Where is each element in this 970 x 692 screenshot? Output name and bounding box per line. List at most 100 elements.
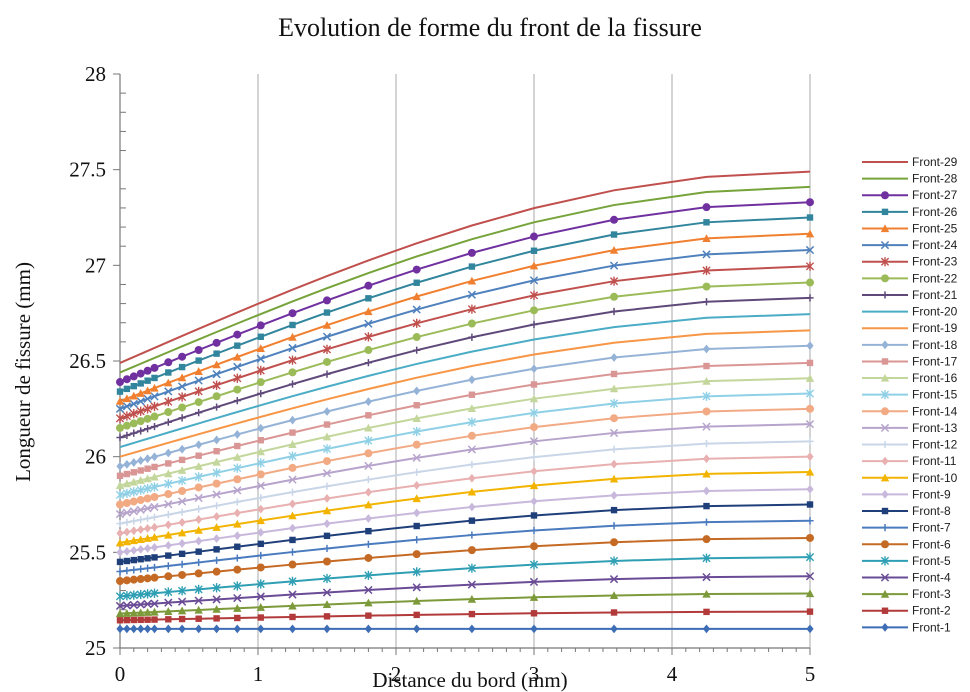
data-point	[116, 558, 124, 566]
data-point	[195, 558, 203, 567]
data-point	[150, 513, 159, 521]
data-point	[164, 572, 173, 581]
data-point	[122, 411, 131, 421]
data-point	[233, 593, 242, 603]
data-point	[144, 564, 152, 572]
data-point	[123, 470, 131, 478]
legend-marker	[880, 423, 890, 433]
series-front-24	[115, 245, 815, 413]
data-point	[194, 605, 203, 614]
data-point	[323, 494, 331, 503]
data-point	[288, 415, 297, 425]
data-point	[530, 247, 538, 254]
data-point	[529, 290, 539, 300]
data-point	[115, 509, 125, 519]
data-point	[468, 333, 476, 341]
data-point	[467, 248, 476, 257]
series-front-21	[116, 294, 814, 442]
data-point	[143, 608, 152, 616]
data-point	[364, 570, 373, 580]
data-point	[805, 261, 815, 271]
data-point	[233, 373, 242, 383]
data-point	[165, 460, 172, 467]
data-point	[178, 487, 187, 496]
data-point	[288, 624, 297, 634]
data-point	[702, 454, 711, 464]
data-point	[364, 281, 373, 290]
legend-item-front-9: Front-9	[862, 487, 951, 501]
data-point	[194, 569, 203, 578]
y-tick-label: 27	[85, 253, 106, 277]
data-point	[137, 427, 145, 435]
legend-item-front-4: Front-4	[862, 571, 951, 585]
legend-item-front-10: Front-10	[862, 471, 958, 485]
data-point	[143, 504, 152, 513]
data-point	[322, 469, 332, 478]
series-front-20	[119, 313, 811, 449]
data-point	[364, 332, 373, 342]
series-line	[119, 329, 811, 458]
data-point	[529, 437, 539, 446]
data-point	[610, 215, 619, 224]
data-point	[137, 544, 145, 554]
data-point	[150, 392, 159, 401]
data-point	[136, 369, 145, 378]
data-point	[233, 463, 242, 473]
data-point	[143, 474, 152, 483]
data-point	[805, 420, 815, 429]
data-point	[150, 588, 159, 598]
data-point	[178, 456, 186, 464]
series-front-6	[116, 533, 814, 586]
legend-marker	[880, 390, 890, 400]
series-line	[119, 503, 811, 563]
data-point	[467, 319, 476, 328]
data-point	[468, 624, 476, 634]
data-point	[364, 624, 372, 634]
data-point	[468, 263, 476, 270]
data-point	[412, 265, 421, 274]
data-point	[137, 624, 145, 634]
legend-marker	[880, 573, 890, 582]
data-point	[129, 507, 138, 516]
legend-marker	[880, 240, 890, 250]
legend-item-front-8: Front-8	[862, 504, 951, 518]
data-point	[150, 472, 159, 481]
data-point	[234, 543, 241, 550]
data-point	[130, 566, 138, 574]
data-point	[195, 440, 203, 450]
data-point	[123, 624, 131, 634]
series-front-9	[116, 484, 814, 557]
series-front-11	[116, 452, 814, 538]
data-point	[195, 624, 203, 634]
data-point	[136, 476, 145, 484]
data-point	[144, 377, 151, 384]
data-point	[212, 567, 221, 576]
data-point	[468, 460, 476, 469]
legend-marker	[881, 622, 889, 632]
data-point	[129, 399, 138, 408]
data-point	[289, 429, 296, 436]
data-point	[150, 533, 159, 541]
data-point	[144, 425, 152, 433]
legend-label: Front-27	[912, 188, 958, 202]
data-point	[177, 373, 187, 382]
data-point	[136, 589, 145, 600]
legend-item-front-17: Front-17	[862, 354, 958, 368]
data-point	[702, 422, 711, 431]
data-point	[288, 440, 297, 448]
data-point	[257, 494, 265, 502]
data-point	[530, 526, 538, 535]
data-point	[143, 404, 152, 414]
data-point	[610, 353, 618, 362]
data-point	[194, 386, 203, 396]
data-point	[116, 423, 124, 432]
data-point	[150, 624, 159, 634]
data-point	[195, 357, 202, 364]
series-front-1	[116, 624, 814, 634]
data-point	[164, 387, 173, 396]
data-point	[323, 421, 331, 428]
data-point	[805, 245, 815, 255]
data-point	[233, 430, 241, 439]
data-point	[165, 552, 172, 559]
data-point	[144, 454, 152, 464]
